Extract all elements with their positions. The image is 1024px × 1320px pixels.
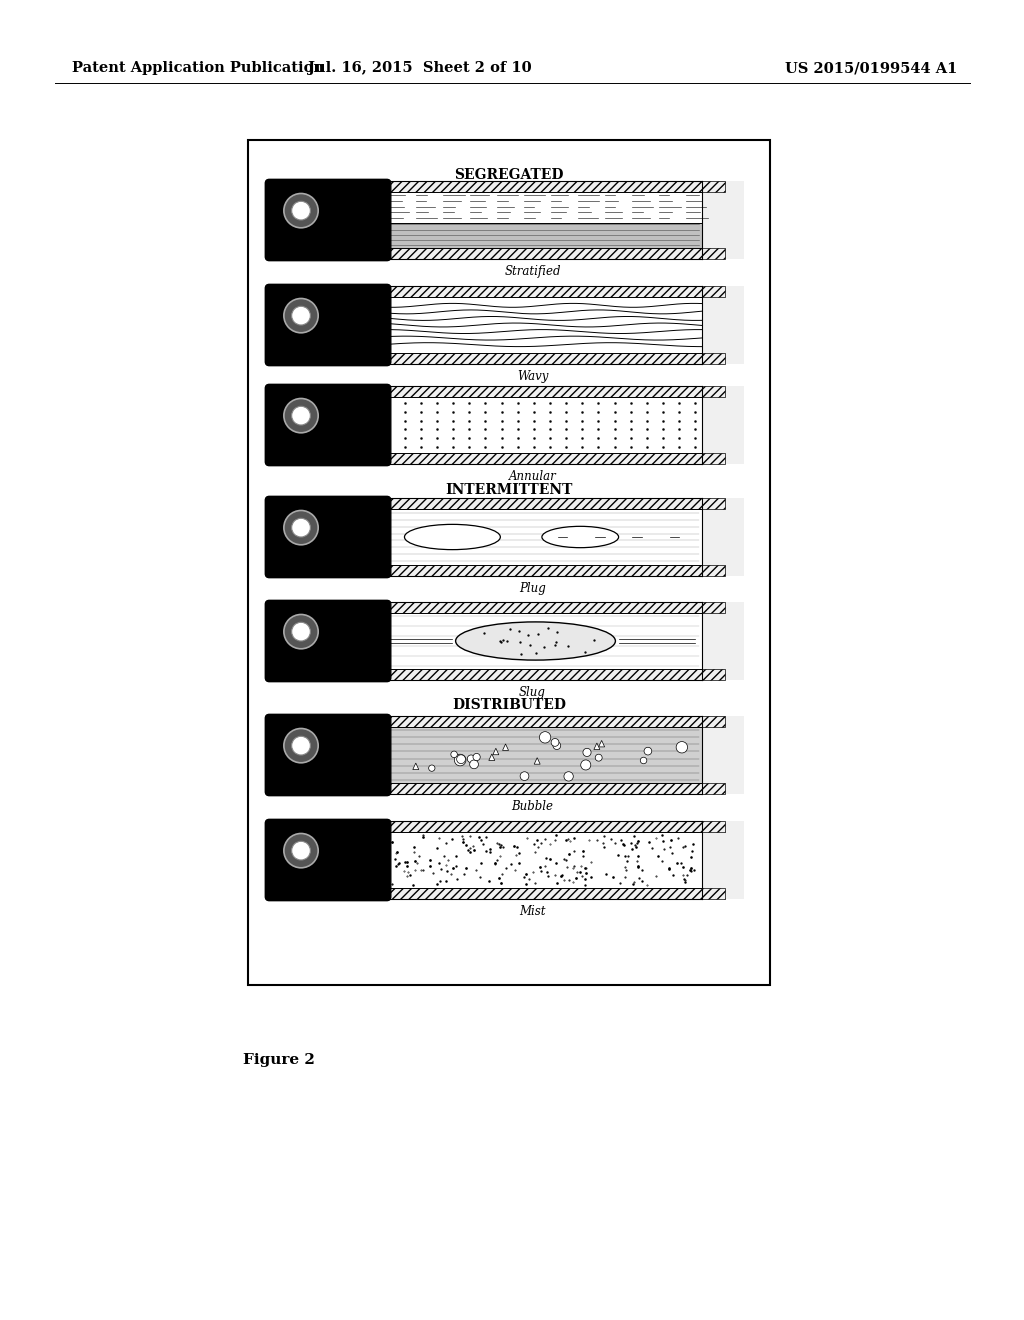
Polygon shape [503, 744, 509, 751]
Circle shape [455, 754, 466, 766]
Circle shape [284, 511, 318, 545]
Bar [382, 297, 701, 352]
Text: Annular: Annular [509, 470, 556, 483]
Circle shape [284, 833, 318, 867]
Circle shape [292, 737, 310, 755]
Circle shape [640, 758, 647, 764]
Circle shape [581, 760, 591, 770]
Bar [316, 248, 725, 259]
Circle shape [284, 615, 318, 649]
Text: Patent Application Publication: Patent Application Publication [72, 61, 324, 75]
Text: US 2015/0199544 A1: US 2015/0199544 A1 [785, 61, 957, 75]
Bar [382, 191, 701, 248]
Bar [382, 397, 701, 453]
Circle shape [551, 738, 559, 746]
Circle shape [595, 754, 602, 762]
Bar [316, 602, 725, 612]
FancyBboxPatch shape [265, 714, 391, 796]
Circle shape [457, 755, 466, 763]
Ellipse shape [404, 524, 501, 549]
Text: Mist: Mist [519, 906, 546, 919]
Text: Stratified: Stratified [504, 265, 561, 279]
FancyBboxPatch shape [265, 284, 391, 366]
Circle shape [284, 729, 318, 763]
Ellipse shape [456, 622, 615, 660]
Polygon shape [594, 743, 600, 750]
Circle shape [292, 622, 310, 642]
Circle shape [473, 754, 480, 760]
FancyBboxPatch shape [265, 180, 391, 260]
Circle shape [467, 755, 475, 763]
Bar [274, 498, 744, 576]
FancyBboxPatch shape [265, 496, 391, 578]
Bar [316, 821, 725, 832]
Bar [274, 385, 744, 465]
Text: Slug: Slug [519, 686, 546, 700]
Bar [274, 715, 744, 795]
Polygon shape [599, 741, 604, 747]
Bar [274, 821, 744, 899]
Bar [382, 510, 701, 565]
Circle shape [451, 751, 458, 758]
Bar [316, 385, 725, 397]
Circle shape [284, 194, 318, 228]
Bar [316, 453, 725, 465]
Polygon shape [413, 763, 419, 770]
Bar [274, 602, 744, 680]
Bar [274, 286, 744, 364]
Bar [316, 181, 725, 191]
Text: INTERMITTENT: INTERMITTENT [445, 483, 572, 498]
Bar [248, 140, 770, 985]
Polygon shape [488, 754, 495, 760]
Bar [316, 286, 725, 297]
Bar [316, 498, 725, 510]
Bar [316, 783, 725, 795]
Circle shape [676, 742, 687, 752]
Circle shape [470, 760, 478, 768]
Bar [382, 727, 701, 783]
Text: Bubble: Bubble [512, 800, 554, 813]
Polygon shape [493, 748, 499, 755]
Text: Jul. 16, 2015  Sheet 2 of 10: Jul. 16, 2015 Sheet 2 of 10 [308, 61, 531, 75]
Bar [316, 352, 725, 364]
Bar [382, 727, 701, 783]
Circle shape [284, 399, 318, 433]
FancyBboxPatch shape [265, 820, 391, 900]
Bar [316, 565, 725, 576]
Bar [274, 181, 744, 259]
Circle shape [520, 772, 528, 780]
Circle shape [644, 747, 651, 755]
Circle shape [583, 748, 591, 756]
Ellipse shape [542, 527, 618, 548]
FancyBboxPatch shape [265, 384, 391, 466]
Bar [316, 669, 725, 680]
Circle shape [429, 766, 435, 771]
Circle shape [292, 306, 310, 325]
Bar [382, 612, 701, 669]
Circle shape [292, 841, 310, 861]
Circle shape [292, 201, 310, 220]
Bar [382, 223, 701, 248]
Text: SEGREGATED: SEGREGATED [455, 168, 564, 182]
Text: DISTRIBUTED: DISTRIBUTED [452, 698, 566, 711]
Circle shape [284, 298, 318, 333]
Bar [382, 832, 701, 888]
Polygon shape [535, 758, 541, 764]
Circle shape [553, 742, 561, 750]
FancyBboxPatch shape [265, 601, 391, 681]
Circle shape [540, 731, 551, 743]
Text: Plug: Plug [519, 582, 546, 595]
Circle shape [564, 772, 573, 781]
Circle shape [292, 519, 310, 537]
Text: Figure 2: Figure 2 [243, 1053, 314, 1067]
Bar [316, 715, 725, 727]
Circle shape [292, 407, 310, 425]
Text: Wavy: Wavy [517, 370, 548, 383]
Bar [316, 888, 725, 899]
